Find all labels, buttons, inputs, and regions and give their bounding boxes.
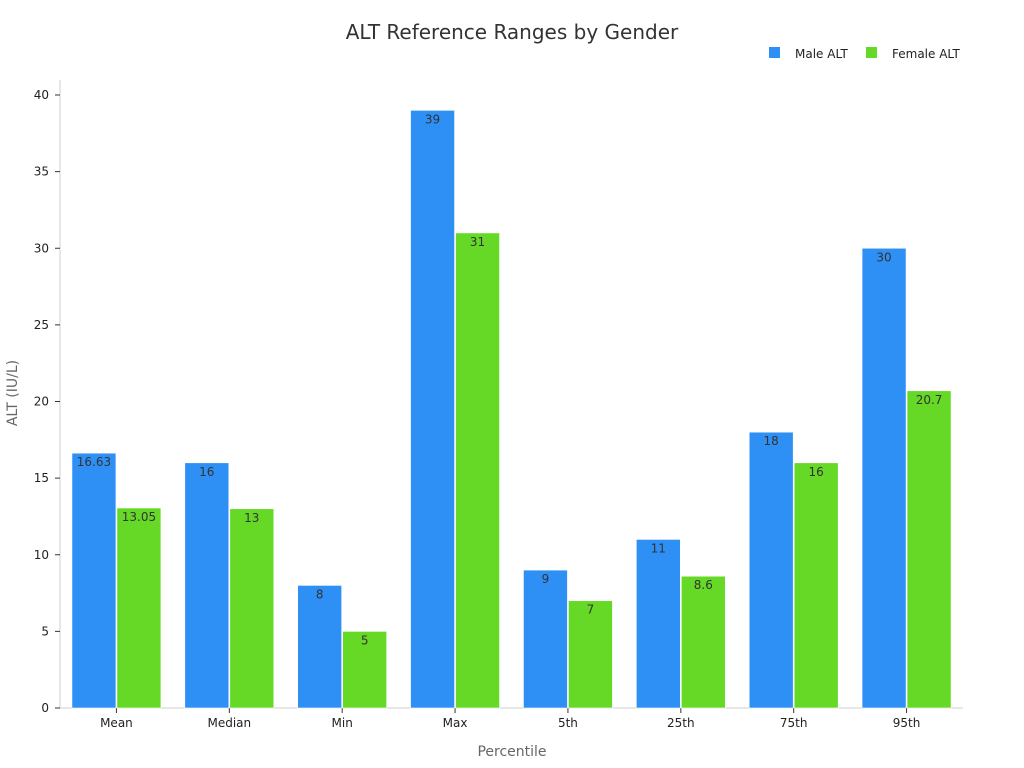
bar-female-alt — [342, 631, 387, 709]
data-label-female-alt: 16 — [809, 465, 824, 479]
data-label-male-alt: 9 — [542, 572, 550, 586]
bar-female-alt — [793, 462, 839, 709]
x-tick-label: 75th — [780, 716, 808, 730]
data-label-female-alt: 13.05 — [122, 510, 156, 524]
x-axis-label: Percentile — [477, 744, 546, 760]
bar-male-alt — [297, 585, 342, 709]
bar-male-alt — [636, 539, 681, 709]
bar-female-alt — [116, 507, 162, 709]
y-axis: 0 5 10 15 20 25 30 35 40 — [34, 80, 61, 715]
bar-female-alt — [681, 575, 726, 709]
x-tick-label: 5th — [558, 716, 578, 730]
x-tick-label: Median — [207, 716, 251, 730]
y-tick-label: 5 — [41, 624, 49, 638]
legend-swatch-male-alt — [769, 47, 780, 58]
legend-label-female-alt: Female ALT — [892, 47, 960, 61]
y-tick-label: 10 — [34, 548, 49, 562]
y-tick-label: 40 — [34, 88, 49, 102]
data-label-male-alt: 11 — [651, 541, 666, 555]
legend-swatch-female-alt — [866, 47, 877, 58]
y-tick-label: 25 — [34, 318, 49, 332]
bars — [71, 110, 952, 709]
data-label-male-alt: 8 — [316, 587, 324, 601]
bar-female-alt — [568, 600, 613, 709]
bar-male-alt — [748, 431, 794, 709]
bar-female-alt — [906, 390, 952, 709]
bar-male-alt — [71, 452, 117, 709]
bar-male-alt — [410, 110, 455, 709]
data-label-female-alt: 5 — [361, 633, 369, 647]
bar-female-alt — [229, 508, 275, 709]
data-label-female-alt: 13 — [244, 511, 259, 525]
x-tick-label: Max — [443, 716, 468, 730]
y-tick-label: 15 — [34, 471, 49, 485]
x-tick-label: 25th — [667, 716, 695, 730]
chart-title: ALT Reference Ranges by Gender — [346, 20, 679, 44]
y-axis-label: ALT (IU/L) — [5, 360, 21, 426]
y-tick-label: 35 — [34, 165, 49, 179]
legend: Male ALT Female ALT — [769, 47, 960, 61]
bar-male-alt — [184, 462, 230, 709]
data-label-female-alt: 20.7 — [916, 393, 943, 407]
data-label-female-alt: 31 — [470, 235, 485, 249]
data-label-male-alt: 16 — [199, 465, 214, 479]
data-label-female-alt: 7 — [587, 603, 595, 617]
data-labels: 16.63 13.05 16 13 8 5 39 31 9 7 11 8.6 18 16 30 20.7 — [77, 112, 943, 647]
bar-male-alt — [523, 569, 568, 709]
y-tick-label: 30 — [34, 241, 49, 255]
x-tick-label: Min — [332, 716, 353, 730]
bar-female-alt — [455, 232, 500, 709]
y-tick-label: 20 — [34, 395, 49, 409]
x-tick-label: Mean — [100, 716, 133, 730]
legend-label-male-alt: Male ALT — [795, 47, 848, 61]
x-tick-label: 95th — [893, 716, 921, 730]
x-axis: Mean Median Min Max 5th 25th 75th 95th — [60, 707, 963, 730]
data-label-female-alt: 8.6 — [694, 578, 713, 592]
data-label-male-alt: 30 — [876, 250, 891, 264]
data-label-male-alt: 18 — [764, 434, 779, 448]
data-label-male-alt: 16.63 — [77, 455, 111, 469]
y-tick-label: 0 — [41, 701, 49, 715]
bar-male-alt — [861, 247, 907, 709]
data-label-male-alt: 39 — [425, 112, 440, 126]
